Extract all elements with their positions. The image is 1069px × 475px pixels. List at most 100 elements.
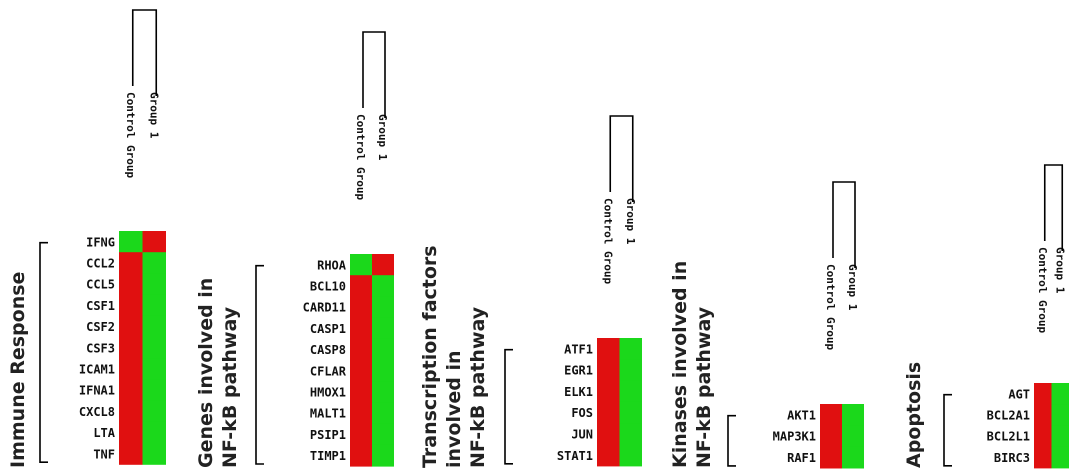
- heatmap-cell: [597, 380, 620, 403]
- heatmap-cell: [1034, 425, 1052, 448]
- heatmap-cell: [350, 275, 372, 297]
- heatmap-cell: [619, 380, 642, 403]
- column-label: Control Group: [124, 92, 137, 178]
- heatmap-cell: [1051, 404, 1069, 426]
- heatmap-cell: [119, 358, 143, 380]
- gene-label: HMOX1: [310, 385, 346, 399]
- heatmap-cell: [619, 359, 642, 382]
- gene-label: MAP3K1: [773, 430, 816, 444]
- heatmap-cell: [372, 444, 394, 467]
- heatmap-cell: [1051, 446, 1069, 469]
- gene-label: CSF2: [86, 320, 115, 334]
- category-label: NF-kB pathway: [219, 306, 241, 468]
- panel-4: Kinases involved in NF-kB pathway AKT1 MAP3…: [669, 181, 864, 469]
- gene-group-bracket: [943, 393, 952, 467]
- heatmap-cell: [372, 360, 394, 382]
- heatmap-cell: [619, 423, 642, 446]
- category-label: NF-kB pathway: [467, 306, 489, 468]
- heatmap-cell: [372, 381, 394, 403]
- heatmap-cell: [597, 423, 620, 446]
- heatmap-cell: [142, 337, 166, 359]
- heatmap-cell: [142, 273, 166, 296]
- category-label: Genes involved in: [195, 278, 217, 468]
- heatmap-cell: [350, 254, 372, 276]
- heatmap-cell: [1051, 425, 1069, 448]
- heatmap-cell: [350, 381, 372, 403]
- heatmap-cell: [350, 338, 372, 361]
- gene-group-bracket: [255, 264, 264, 465]
- heatmap-cell: [372, 338, 394, 361]
- heatmap-cell: [372, 254, 394, 276]
- gene-label: AKT1: [787, 408, 816, 422]
- gene-label: EGR1: [564, 364, 593, 378]
- heatmap-cell: [372, 296, 394, 319]
- heatmap-cell: [142, 231, 166, 253]
- heatmap-cell: [372, 423, 394, 446]
- heatmap-cell: [142, 443, 166, 465]
- heatmap-cell: [820, 446, 842, 469]
- gene-label: CCL2: [86, 256, 115, 270]
- heatmap-cell: [119, 443, 143, 465]
- heatmap-cell: [597, 401, 620, 424]
- column-label: Control Group: [824, 264, 837, 350]
- gene-label: CXCL8: [79, 405, 115, 419]
- gene-label: BCL2L1: [987, 430, 1030, 444]
- gene-label: LTA: [93, 426, 115, 440]
- heatmap-cell: [350, 444, 372, 467]
- heatmap-cell: [142, 358, 166, 380]
- heatmap-cell: [119, 294, 143, 317]
- heatmap-cell: [142, 315, 166, 338]
- gene-group-bracket: [727, 414, 736, 467]
- gene-label: RHOA: [317, 258, 347, 272]
- dendrogram-branch: [832, 181, 856, 268]
- heatmap-cell: [350, 402, 372, 425]
- gene-label: ELK1: [564, 385, 593, 399]
- column-label: Control Group: [1036, 247, 1049, 333]
- gene-label: BCL2A1: [987, 408, 1030, 422]
- gene-label: STAT1: [557, 449, 593, 463]
- gene-label: CASP8: [310, 343, 346, 357]
- heatmap-cell: [1051, 383, 1069, 405]
- gene-label: FOS: [571, 406, 593, 420]
- gene-group-bracket: [504, 348, 513, 465]
- heatmap-cell: [350, 360, 372, 382]
- heatmap-cell: [842, 404, 864, 426]
- heatmap-cell: [619, 338, 642, 360]
- heatmap-cell: [842, 425, 864, 448]
- column-label: Group 1: [846, 264, 859, 311]
- dendrogram-branch: [609, 115, 634, 202]
- column-label: Control Group: [601, 198, 614, 284]
- column-label: Group 1: [376, 114, 389, 161]
- gene-label: ICAM1: [79, 362, 115, 376]
- category-label: involved in: [443, 350, 465, 468]
- gene-label: IFNA1: [79, 384, 115, 398]
- panel-5: Apoptosis AGT BCL2A1 BCL2L1 BIRC3 Control Gro…: [903, 164, 1069, 469]
- gene-label: AGT: [1008, 387, 1030, 401]
- heatmap-cell: [119, 231, 143, 253]
- gene-label: JUN: [571, 428, 593, 442]
- panel-2: Genes involved in NF-kB pathway RHOA BCL10 C…: [195, 31, 394, 468]
- heatmap-cell: [1034, 383, 1052, 405]
- gene-label: IFNG: [86, 235, 115, 249]
- heatmap-cell: [372, 275, 394, 297]
- heatmap-cell: [372, 402, 394, 425]
- heatmap-cell: [119, 421, 143, 444]
- heatmap-cell: [142, 252, 166, 274]
- category-label: Immune Response: [7, 272, 29, 468]
- dendrogram-branch: [362, 31, 386, 118]
- column-label: Group 1: [624, 198, 637, 245]
- heatmap-cell: [372, 317, 394, 340]
- category-label: Kinases involved in: [669, 261, 691, 468]
- column-label: Control Group: [354, 114, 367, 200]
- panel-3: Transcription factors involved in NF-kB pa…: [419, 115, 642, 468]
- gene-label: CASP1: [310, 322, 346, 336]
- heatmap-cell: [119, 379, 143, 402]
- heatmap-cell: [1034, 404, 1052, 426]
- heatmap-cell: [1034, 446, 1052, 469]
- heatmap-cell: [820, 425, 842, 448]
- heatmap-cell: [119, 400, 143, 423]
- gene-label: CCL5: [86, 278, 115, 292]
- gene-label: TNF: [93, 447, 115, 461]
- heatmap-cell: [820, 404, 842, 426]
